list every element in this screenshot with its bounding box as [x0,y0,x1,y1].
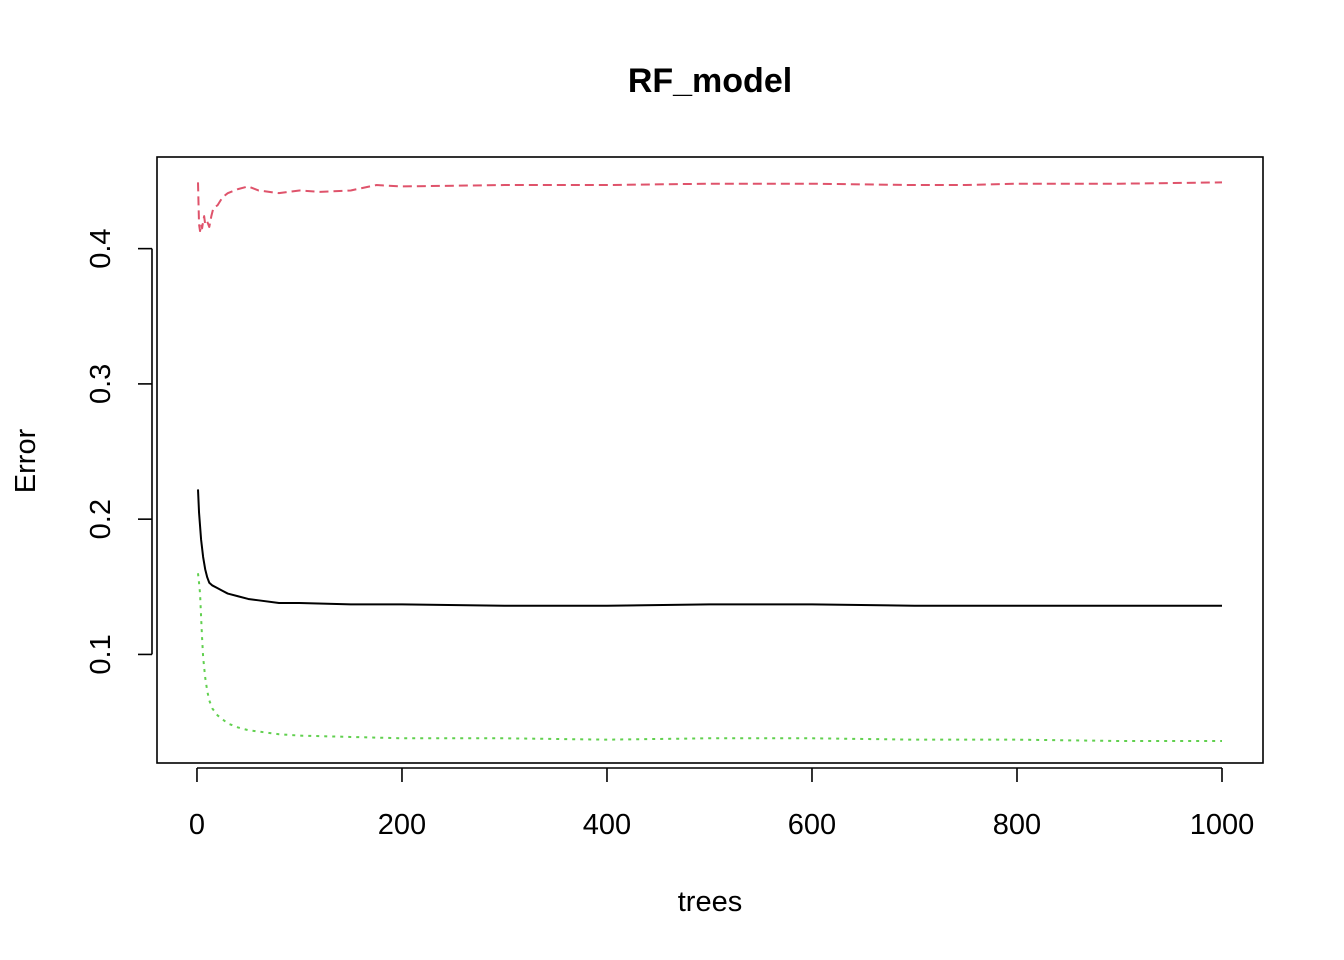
x-tick-label: 1000 [1190,809,1255,841]
y-axis-label: Error [10,428,42,493]
series-line-2 [197,181,1223,233]
y-tick-label: 0.2 [85,499,117,539]
y-tick-label: 0.1 [85,634,117,674]
series-line-1 [197,489,1222,607]
series-line-3 [197,573,1222,742]
x-axis-label: trees [678,886,742,918]
chart-title: RF_model [628,62,792,100]
x-tick-label: 0 [189,809,205,841]
plot-frame [156,156,1264,764]
x-tick-label: 200 [378,809,426,841]
x-tick-label: 400 [583,809,631,841]
y-axis: 0.1 0.2 0.3 0.4 [85,228,153,675]
x-tick-label: 800 [993,809,1041,841]
x-axis: 0 200 400 600 800 1000 [189,767,1255,841]
y-tick-label: 0.4 [85,228,117,268]
x-tick-label: 600 [788,809,836,841]
y-tick-label: 0.3 [85,364,117,404]
series-layer [197,181,1223,742]
